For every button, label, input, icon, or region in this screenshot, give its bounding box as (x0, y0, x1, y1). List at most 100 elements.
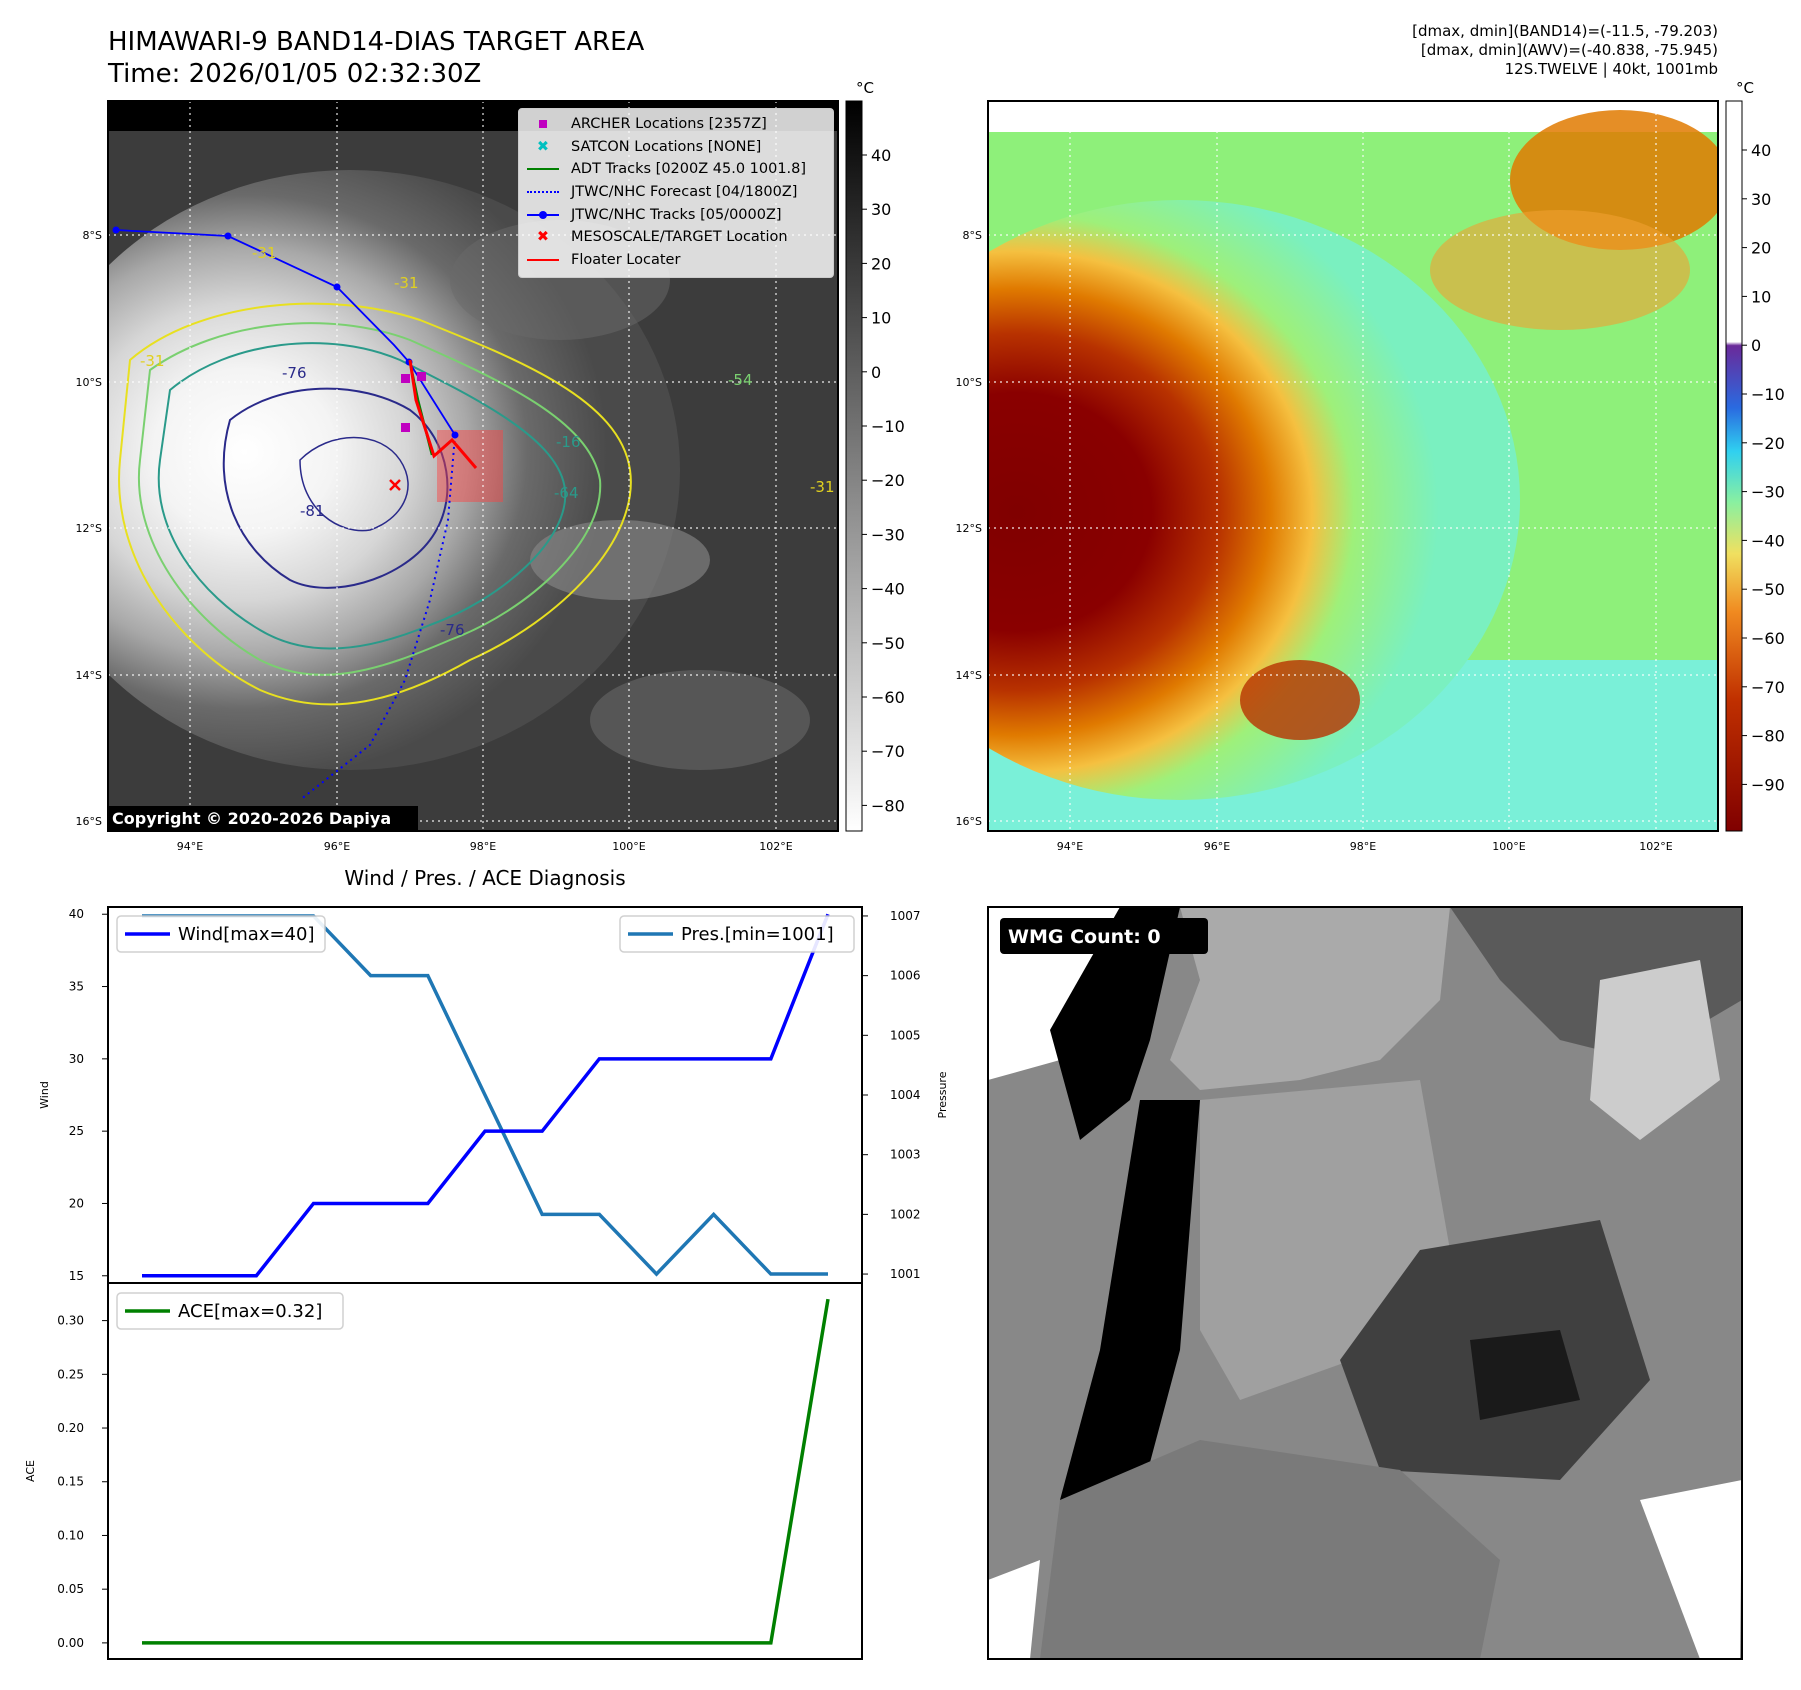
colorbar-tick-label: 10 (871, 309, 891, 328)
map-legend-label: SATCON Locations [NONE] (571, 138, 762, 155)
map-legend-item: Floater Locater (525, 249, 827, 272)
storm-info: [dmax, dmin](BAND14)=(-11.5, -79.203) [d… (1412, 22, 1718, 79)
info-line-3: 12S.TWELVE | 40kt, 1001mb (1504, 60, 1718, 78)
legend-marker-icon (525, 184, 561, 200)
map-legend-label: JTWC/NHC Tracks [05/0000Z] (571, 206, 782, 223)
colorbar-tick-label: 0 (871, 363, 881, 382)
contour-label: -76 (440, 621, 465, 639)
map-legend: ARCHER Locations [2357Z] ✖ SATCON Location… (518, 108, 834, 278)
colorbar-tick-label: −30 (871, 525, 905, 544)
map-legend-item: JTWC/NHC Tracks [05/0000Z] (525, 203, 827, 226)
track-overlays (112, 226, 478, 801)
colorbar-left-ticks: 40 30 20 10 0 −10 −20 −30 −40 −50 −60 −70 −80 (862, 146, 905, 815)
wmg-imagery (988, 907, 1742, 1659)
contour-label: -16 (556, 433, 581, 451)
colorbar-left-unit: °C (856, 79, 874, 97)
wind-axis-label: Wind (38, 1081, 51, 1109)
lon-tick-label: 94°E (1057, 840, 1083, 853)
colorbar-tick-label: −40 (1751, 531, 1785, 550)
pressure-tick-label: 1004 (890, 1088, 921, 1102)
map-legend-item: ARCHER Locations [2357Z] (525, 113, 827, 136)
title-line-2: Time: 2026/01/05 02:32:30Z (108, 59, 482, 89)
contour-label: -81 (300, 502, 325, 520)
legend-marker-icon: ✖ (536, 229, 550, 246)
map-legend-label: MESOSCALE/TARGET Location (571, 229, 788, 246)
lon-tick-label: 98°E (470, 840, 496, 853)
lat-tick-label: 12°S (76, 522, 102, 535)
ace-series-line (142, 1298, 830, 1645)
map-axis-ticks: 8°S 10°S 12°S 14°S 16°S 94°E 96°E 98°E 100°E 102°… (76, 229, 1673, 853)
diagnosis-marks: 40 35 30 25 20 15 1007 1006 1005 1004 1003 1002 1001… (57, 907, 920, 1650)
ace-tick-label: 0.25 (57, 1367, 84, 1381)
lat-tick-label: 12°S (956, 522, 982, 535)
contour-labels: -31 -31 -31 -76 -81 -76 -64 -16 -31 -54 (140, 244, 835, 639)
ace-legend-label: ACE[max=0.32] (178, 1301, 322, 1322)
figure-title: HIMAWARI-9 BAND14-DIAS TARGET AREA Time:… (108, 26, 644, 90)
map-legend-label: ARCHER Locations [2357Z] (571, 116, 767, 133)
legend-marker-icon (525, 116, 561, 132)
pressure-tick-label: 1001 (890, 1267, 921, 1281)
lat-tick-label: 14°S (76, 669, 102, 682)
info-line-2: [dmax, dmin](AWV)=(-40.838, -75.945) (1420, 41, 1718, 59)
colorbar-tick-label: −10 (871, 417, 905, 436)
pressure-tick-label: 1005 (890, 1028, 921, 1042)
lat-tick-label: 10°S (76, 376, 102, 389)
colorbar-tick-label: −70 (871, 742, 905, 761)
ace-tick-label: 0.30 (57, 1314, 84, 1328)
jtwc-track-point (333, 283, 341, 291)
pres-legend-label: Pres.[min=1001] (681, 924, 834, 945)
colorbar-tick-label: −10 (1751, 385, 1785, 404)
lon-tick-label: 100°E (612, 840, 645, 853)
contour-label: -31 (252, 244, 277, 262)
pressure-tick-label: 1003 (890, 1148, 921, 1162)
lat-tick-label: 10°S (956, 376, 982, 389)
dias-imagery (988, 101, 1718, 831)
map-legend-label: JTWC/NHC Forecast [04/1800Z] (571, 184, 798, 201)
map-legend-item: ADT Tracks [0200Z 45.0 1001.8] (525, 158, 827, 181)
diagnosis-title: Wind / Pres. / ACE Diagnosis (344, 866, 625, 890)
colorbar-left (845, 100, 863, 832)
map-legend-label: ADT Tracks [0200Z 45.0 1001.8] (571, 161, 807, 178)
map-legend-item: ✖ MESOSCALE/TARGET Location (525, 226, 827, 249)
ace-tick-label: 0.15 (57, 1475, 84, 1489)
copyright-text: Copyright © 2020-2026 Dapiya (112, 809, 391, 828)
contour-label: -54 (728, 371, 753, 389)
colorbar-tick-label: 20 (871, 254, 891, 273)
colorbar-tick-label: 20 (1751, 239, 1771, 258)
contour-label: -31 (394, 274, 419, 292)
colorbar-tick-label: −30 (1751, 483, 1785, 502)
legend-marker-icon (525, 161, 561, 177)
legend-marker-icon: ✖ (536, 138, 550, 155)
colorbar-tick-label: −60 (1751, 629, 1785, 648)
info-line-1: [dmax, dmin](BAND14)=(-11.5, -79.203) (1412, 22, 1718, 40)
colorbar-tick-label: −50 (871, 634, 905, 653)
archer-marker (401, 423, 410, 432)
lat-tick-label: 16°S (956, 815, 982, 828)
copyright-box (108, 806, 418, 830)
wind-tick-label: 35 (69, 980, 84, 994)
floater-locater-line (408, 359, 478, 469)
colorbar-tick-label: −90 (1751, 775, 1785, 794)
archer-marker (401, 374, 410, 383)
colorbar-tick-label: −20 (871, 471, 905, 490)
ace-tick-label: 0.10 (57, 1528, 84, 1542)
colorbar-tick-label: −80 (871, 796, 905, 815)
colorbar-right-ticks: 40 30 20 10 0 −10 −20 −30 −40 −50 −60 −70 −80 −90 (1742, 141, 1785, 794)
lat-tick-label: 16°S (76, 815, 102, 828)
legend-marker-icon (525, 207, 561, 223)
colorbar-tick-label: 10 (1751, 287, 1771, 306)
lat-tick-label: 14°S (956, 669, 982, 682)
ace-frame (107, 1282, 863, 1660)
title-line-1: HIMAWARI-9 BAND14-DIAS TARGET AREA (108, 27, 645, 57)
wind-tick-label: 30 (69, 1052, 84, 1066)
contour-label: -64 (554, 484, 579, 502)
colorbar-tick-label: −20 (1751, 434, 1785, 453)
lon-tick-label: 96°E (1204, 840, 1230, 853)
ace-axis-label: ACE (24, 1460, 37, 1482)
pressure-tick-label: 1006 (890, 969, 921, 983)
colorbar-tick-label: −40 (871, 580, 905, 599)
pressure-tick-label: 1007 (890, 909, 921, 923)
jtwc-track-point (112, 226, 120, 234)
grid-right (988, 101, 1718, 831)
colorbar-tick-label: 40 (871, 146, 891, 165)
